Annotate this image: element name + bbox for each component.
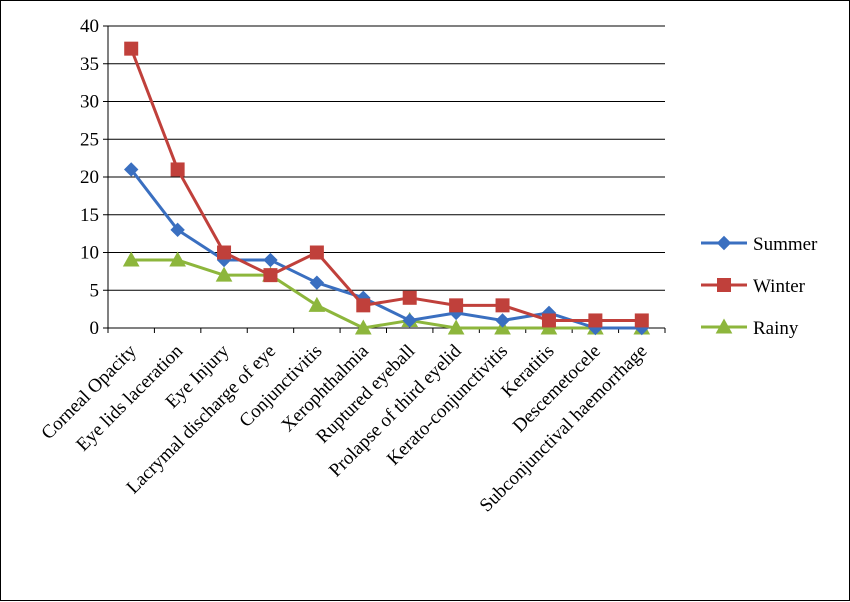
- y-tick-label: 5: [90, 280, 100, 301]
- series-line-winter: [129, 48, 642, 322]
- data-point-winter: [449, 298, 464, 313]
- axes: [103, 25, 666, 333]
- y-axis-tick-labels: 0 5 10 15 20 25 30 35 40: [80, 16, 99, 339]
- y-tick-label: 35: [80, 54, 99, 75]
- data-point-winter: [495, 298, 510, 313]
- series-summer: [124, 162, 649, 336]
- y-tick-label: 25: [80, 129, 99, 150]
- y-tick-label: 0: [90, 318, 100, 339]
- legend-item-summer: Summer: [701, 234, 818, 255]
- data-point-winter: [124, 41, 139, 56]
- data-point-rainy: [308, 296, 326, 312]
- series-lines: [122, 41, 651, 336]
- data-point-winter: [634, 313, 649, 328]
- data-point-summer: [263, 252, 278, 268]
- data-point-winter: [170, 162, 185, 177]
- legend-marker: [715, 318, 733, 334]
- data-point-winter: [356, 298, 371, 313]
- data-point-rainy: [215, 266, 233, 282]
- data-point-winter: [263, 268, 278, 283]
- data-point-summer: [309, 275, 325, 290]
- legend-marker: [717, 278, 731, 292]
- legend-label: Summer: [753, 234, 818, 255]
- legend-label: Rainy: [753, 318, 799, 339]
- y-tick-label: 10: [80, 243, 99, 264]
- data-point-summer: [124, 162, 139, 177]
- y-tick-label: 30: [80, 92, 99, 113]
- legend-item-winter: Winter: [701, 276, 806, 297]
- data-point-summer: [170, 222, 185, 238]
- data-point-summer: [495, 313, 510, 328]
- legend-label: Winter: [753, 276, 806, 297]
- data-point-winter: [402, 290, 417, 305]
- legend: Summer Winter Rainy: [701, 234, 818, 339]
- series-line-summer: [130, 168, 642, 330]
- legend-marker: [716, 235, 732, 251]
- data-point-winter: [309, 245, 324, 260]
- legend-item-rainy: Rainy: [701, 318, 799, 339]
- series-line-rainy: [131, 258, 642, 330]
- gridlines: [108, 25, 665, 291]
- data-point-winter: [217, 245, 232, 260]
- data-point-rainy: [354, 319, 372, 335]
- data-point-rainy: [447, 319, 465, 335]
- data-point-winter: [541, 313, 556, 328]
- data-point-rainy: [122, 251, 140, 267]
- data-point-winter: [588, 313, 603, 328]
- data-point-summer: [402, 313, 417, 328]
- data-point-rainy: [169, 251, 186, 267]
- y-tick-label: 40: [80, 16, 99, 37]
- series-winter: [124, 41, 649, 328]
- y-tick-label: 20: [80, 167, 99, 188]
- y-tick-label: 15: [80, 205, 99, 226]
